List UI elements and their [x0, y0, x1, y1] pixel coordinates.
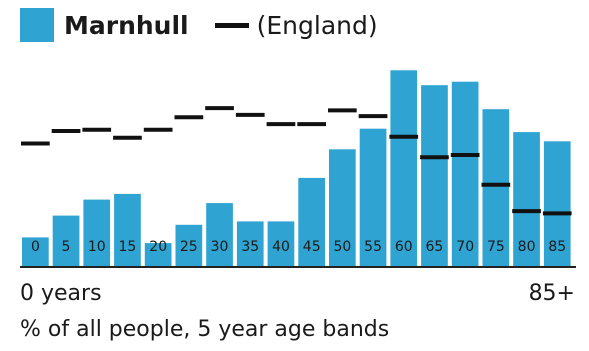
tick-label-70: 70 [456, 239, 474, 255]
bar-10 [83, 199, 111, 266]
bar-60 [390, 70, 418, 266]
legend: Marnhull (England) [20, 8, 378, 42]
tick-label-15: 15 [118, 239, 136, 255]
bar-80 [513, 132, 540, 266]
tick-label-45: 45 [303, 239, 321, 255]
bar-35 [236, 221, 264, 266]
legend-swatch-marnhull [20, 8, 54, 42]
tick-label-5: 5 [62, 239, 71, 255]
chart-caption: % of all people, 5 year age bands [20, 317, 390, 342]
tick-label-75: 75 [487, 239, 505, 255]
tick-label-30: 30 [211, 239, 229, 255]
tick-label-55: 55 [364, 239, 382, 255]
bar-5 [52, 215, 80, 266]
tick-label-20: 20 [149, 239, 167, 255]
legend-label-marnhull: Marnhull [64, 10, 189, 40]
england-markers-group [21, 106, 572, 216]
legend-label-england: (England) [256, 10, 378, 40]
axis-left-label: 0 years [20, 281, 102, 306]
bar-85 [543, 141, 571, 266]
bar-70 [451, 81, 479, 266]
tick-label-85: 85 [548, 239, 566, 255]
bar-20 [144, 243, 172, 266]
tick-labels-group: 0 5 10 15 20 25 30 35 40 45 50 55 60 65 70 75 80 85 [31, 239, 566, 255]
tick-label-60: 60 [395, 239, 413, 255]
tick-label-25: 25 [180, 239, 198, 255]
tick-label-35: 35 [241, 239, 259, 255]
bars-group [22, 70, 571, 266]
bar-25 [175, 224, 203, 266]
tick-label-80: 80 [518, 239, 536, 255]
bar-15 [114, 193, 141, 266]
bar-65 [421, 85, 448, 266]
axis-right-label: 85+ [528, 281, 575, 306]
bar-45 [298, 177, 325, 266]
tick-label-50: 50 [333, 239, 351, 255]
bar-0 [22, 237, 49, 266]
bar-30 [206, 203, 233, 266]
tick-label-40: 40 [272, 239, 290, 255]
tick-label-10: 10 [88, 239, 106, 255]
bar-55 [359, 128, 387, 266]
bar-40 [267, 221, 295, 266]
tick-label-0: 0 [31, 239, 40, 255]
legend-line-england [214, 22, 249, 28]
tick-label-65: 65 [425, 239, 443, 255]
bar-50 [329, 149, 356, 266]
bar-75 [482, 109, 510, 266]
